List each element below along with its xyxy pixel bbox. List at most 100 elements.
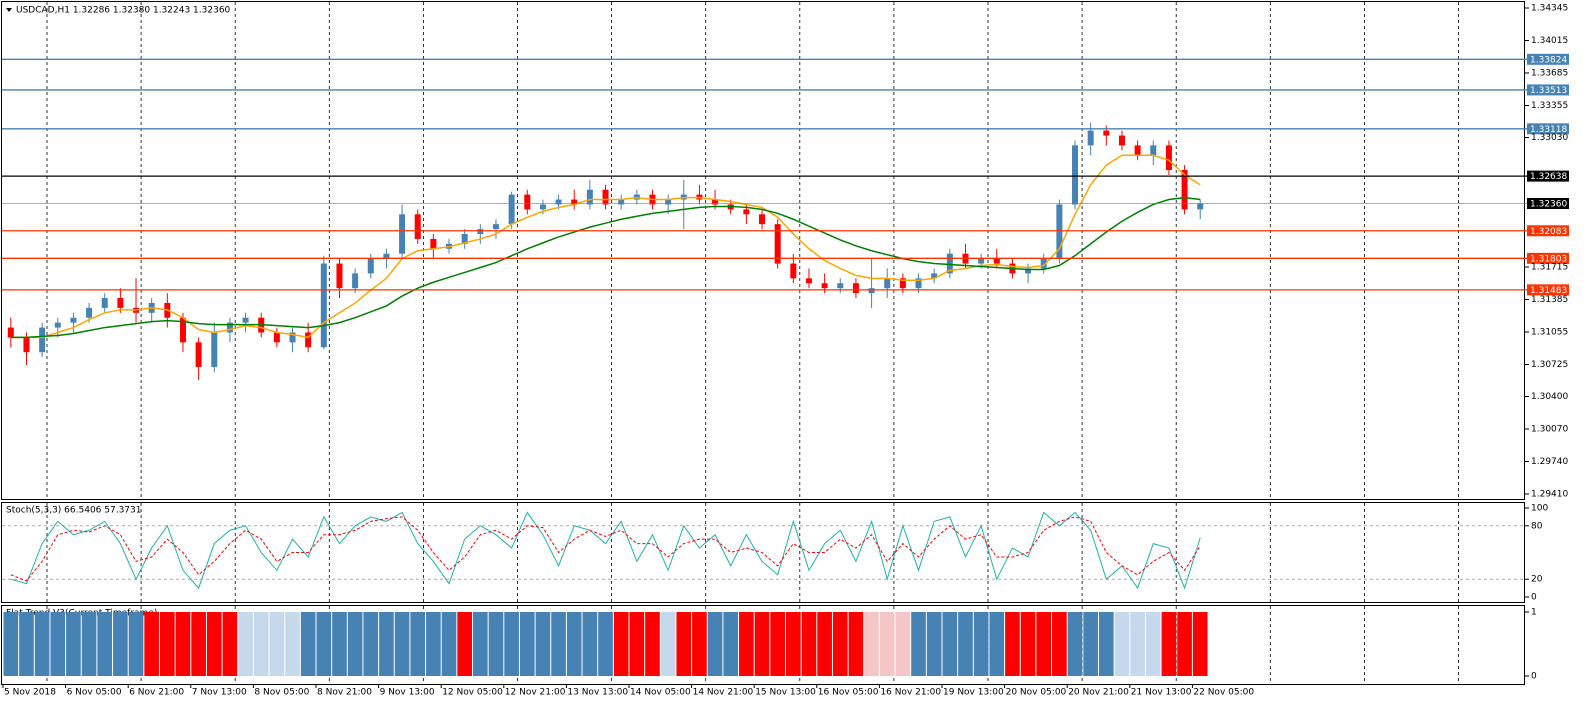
candle-body [805, 278, 812, 284]
candle-body [367, 258, 374, 274]
trend-bar [1005, 612, 1020, 676]
trend-bar [879, 612, 895, 676]
candle-body [414, 214, 421, 239]
trend-bar [473, 612, 488, 676]
trend-bar [300, 612, 316, 676]
trend-bar [222, 612, 238, 676]
candle-body [477, 229, 484, 235]
trend-bar [191, 612, 206, 676]
y-tick-label: 1.31385 [1531, 295, 1568, 305]
candle-body [320, 263, 327, 348]
y-tick-label: 1.29410 [1531, 490, 1568, 500]
candle-body [305, 332, 312, 348]
x-tick-label: 20 Nov 05:00 [1006, 688, 1067, 698]
trend-bar [206, 612, 222, 676]
candle-body [915, 278, 922, 289]
trend-bar [50, 612, 66, 676]
trend-bar [1052, 612, 1067, 676]
y-tick-label: 1.30070 [1531, 425, 1568, 435]
trend-bar [410, 612, 426, 676]
level-label: 1.32360 [1530, 199, 1567, 209]
trend-bar [535, 612, 551, 676]
candle-body [23, 337, 30, 353]
candle-body [571, 199, 578, 205]
trend-bar [144, 612, 159, 676]
trend-bar [34, 612, 50, 676]
candle-body [1181, 170, 1188, 210]
trend-bar [551, 612, 566, 676]
trend-bar [911, 612, 926, 676]
y-tick-label: 1.30725 [1531, 360, 1568, 370]
trend-bar [97, 612, 113, 676]
trend-bar [504, 612, 519, 676]
indicator-line [10, 511, 1201, 590]
trend-bar [754, 612, 770, 676]
level-label-box [1527, 123, 1569, 135]
candle-body [7, 327, 14, 338]
level-label: 1.32083 [1530, 227, 1567, 237]
chart-title: USDCAD,H1 1.32286 1.32380 1.32243 1.3236… [16, 6, 231, 16]
flat-trend-panel [1, 605, 1525, 685]
x-tick-label: 13 Nov 13:00 [567, 688, 628, 698]
y-tick-label: 1.33030 [1531, 133, 1568, 143]
trend-bar [379, 612, 394, 676]
candle-body [1056, 204, 1063, 259]
trend-bar [238, 612, 253, 676]
trend-bar [1192, 612, 1208, 676]
trend-bar [1177, 612, 1192, 676]
candle-body [774, 224, 781, 264]
candle-body [946, 253, 953, 274]
trend-bar [1083, 612, 1098, 676]
x-tick-label: 19 Nov 13:00 [943, 688, 1004, 698]
y-tick-label: 1.31715 [1531, 263, 1568, 273]
y-tick-label: 80 [1531, 521, 1543, 531]
trend-bar [1130, 612, 1145, 676]
trend-bar [598, 612, 613, 676]
y-tick-label: 1 [1531, 608, 1537, 618]
trend-bar [1114, 612, 1130, 676]
indicator-line [10, 154, 1201, 339]
candle-body [399, 214, 406, 254]
candle-body [273, 332, 280, 343]
candle-body [430, 238, 437, 249]
trend-bar [629, 612, 645, 676]
flat-trend-title: Flat Trend V3(Current Timeframe) [6, 609, 157, 619]
x-tick-label: 6 Nov 21:00 [129, 688, 184, 698]
y-tick-label: 20 [1531, 575, 1543, 585]
y-tick-label: 0 [1531, 593, 1537, 603]
trend-bar [488, 612, 504, 676]
trend-bar [1145, 612, 1161, 676]
trend-bar [801, 612, 817, 676]
candle-body [618, 199, 625, 205]
x-tick-label: 6 Nov 05:00 [67, 688, 122, 698]
candle-body [821, 283, 828, 289]
y-tick-label: 1.30400 [1531, 392, 1568, 402]
trend-bar [973, 612, 989, 676]
level-label: 1.33513 [1530, 86, 1567, 96]
x-tick-label: 8 Nov 05:00 [254, 688, 309, 698]
trend-bar [394, 612, 410, 676]
y-tick-label: 1.29740 [1531, 457, 1568, 467]
candle-body [1040, 258, 1047, 269]
menu-triangle[interactable] [6, 8, 12, 12]
candle-body [383, 253, 390, 259]
x-tick-label: 16 Nov 05:00 [818, 688, 879, 698]
y-tick-label: 1.34345 [1531, 4, 1568, 14]
trend-bar [519, 612, 535, 676]
candle-body [211, 332, 218, 367]
candle-body [352, 273, 359, 289]
trend-bar [786, 612, 801, 676]
candle-body [899, 278, 906, 289]
candle-body [117, 298, 124, 308]
x-tick-label: 8 Nov 21:00 [317, 688, 372, 698]
trend-bar [707, 612, 723, 676]
candle-body [884, 278, 891, 289]
candle-body [978, 258, 985, 264]
candle-body [1134, 145, 1141, 156]
candle-body [555, 199, 562, 205]
level-label-box [1527, 170, 1569, 182]
candle-body [461, 234, 468, 244]
candle-body [602, 189, 609, 205]
candle-body [54, 322, 61, 328]
trend-bar [285, 612, 300, 676]
